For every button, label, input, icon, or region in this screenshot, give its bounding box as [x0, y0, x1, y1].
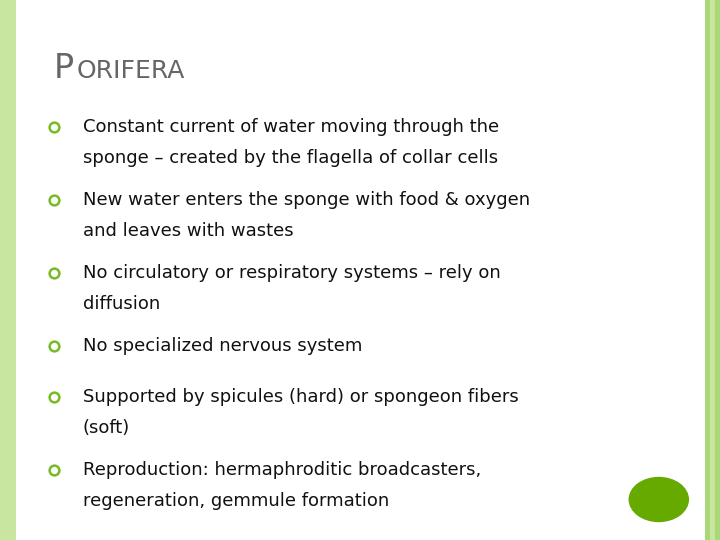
- Text: New water enters the sponge with food & oxygen: New water enters the sponge with food & …: [83, 191, 530, 209]
- FancyBboxPatch shape: [705, 0, 710, 540]
- Text: No specialized nervous system: No specialized nervous system: [83, 336, 362, 355]
- Circle shape: [629, 477, 689, 522]
- Text: P: P: [54, 52, 74, 85]
- Text: regeneration, gemmule formation: regeneration, gemmule formation: [83, 492, 389, 510]
- Text: diffusion: diffusion: [83, 295, 160, 313]
- Text: (soft): (soft): [83, 419, 130, 437]
- Text: sponge – created by the flagella of collar cells: sponge – created by the flagella of coll…: [83, 149, 498, 167]
- Text: Reproduction: hermaphroditic broadcasters,: Reproduction: hermaphroditic broadcaster…: [83, 461, 481, 479]
- Text: and leaves with wastes: and leaves with wastes: [83, 222, 294, 240]
- Text: No circulatory or respiratory systems – rely on: No circulatory or respiratory systems – …: [83, 264, 500, 282]
- FancyBboxPatch shape: [715, 0, 720, 540]
- Text: Constant current of water moving through the: Constant current of water moving through…: [83, 118, 499, 136]
- Text: ORIFERA: ORIFERA: [77, 59, 186, 83]
- Text: Supported by spicules (hard) or spongeon fibers: Supported by spicules (hard) or spongeon…: [83, 388, 518, 406]
- FancyBboxPatch shape: [710, 0, 715, 540]
- FancyBboxPatch shape: [0, 0, 16, 540]
